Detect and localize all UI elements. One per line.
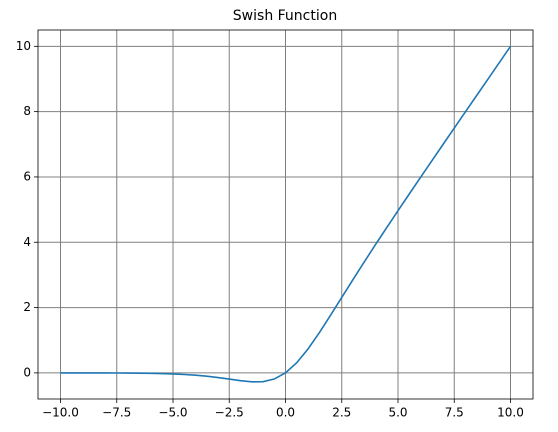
- chart-title: Swish Function: [233, 8, 337, 24]
- x-tick-label: 7.5: [445, 406, 464, 420]
- x-tick-label: −5.0: [158, 406, 187, 420]
- x-tick-label: 2.5: [332, 406, 351, 420]
- y-tick-label: 10: [16, 39, 31, 53]
- x-tick-label: −7.5: [102, 406, 131, 420]
- y-tick-label: 4: [23, 235, 31, 249]
- x-tick-label: −10.0: [42, 406, 79, 420]
- y-tick-label: 8: [23, 104, 31, 118]
- x-tick-label: −2.5: [215, 406, 244, 420]
- line: [60, 45, 512, 383]
- y-tick-label: 2: [23, 300, 31, 314]
- plot-frame: [37, 29, 534, 400]
- x-tick-label: 5.0: [388, 406, 407, 420]
- y-tick-label: 6: [23, 169, 31, 183]
- y-tick-label: 0: [23, 365, 31, 379]
- x-tick-label: 10.0: [497, 406, 524, 420]
- x-tick-label: 0.0: [276, 406, 295, 420]
